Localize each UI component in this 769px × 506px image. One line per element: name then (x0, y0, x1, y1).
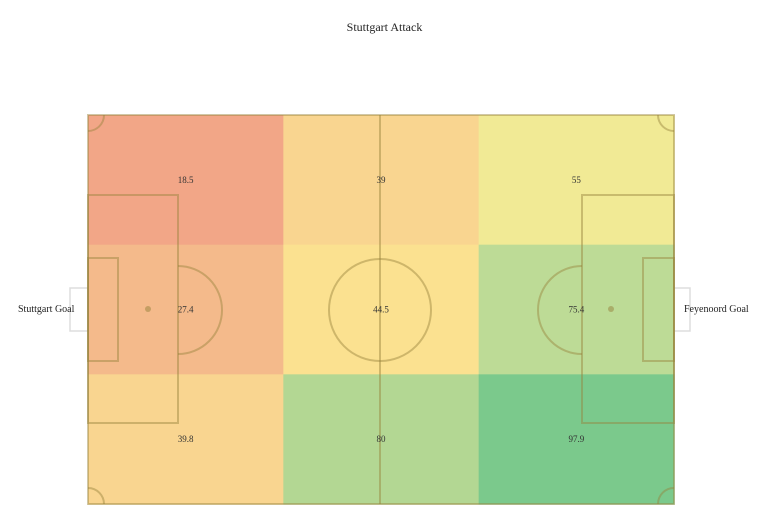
corner-arc-tl (87, 114, 105, 132)
right-penalty-arc (537, 265, 583, 355)
right-penalty-box (581, 194, 675, 424)
zone-value-r0-c0: 18.5 (178, 175, 194, 185)
left-penalty-arc (177, 265, 223, 355)
heatmap-zones (88, 115, 675, 505)
left-six-yard-box (87, 257, 119, 362)
zone-value-r1-c0: 27.4 (178, 305, 194, 315)
heatmap-zone-r1-c1 (283, 244, 480, 375)
corner-arc-tr (657, 114, 675, 132)
zone-value-r2-c0: 39.8 (178, 434, 194, 444)
zone-value-r2-c2: 97.9 (568, 434, 584, 444)
right-goal-label: Feyenoord Goal (684, 304, 749, 315)
right-penalty-spot (608, 306, 614, 312)
heatmap-zone-r0-c0 (88, 115, 284, 246)
zone-value-r0-c1: 39 (377, 175, 387, 185)
pitch-outline (87, 114, 675, 505)
zone-labels: 18.5 39 55 27.4 44.5 75.4 39.8 80 97.9 (178, 175, 585, 444)
heatmap-zone-r1-c0 (88, 244, 284, 375)
heatmap-zone-r0-c2 (478, 115, 675, 246)
centre-circle (328, 258, 432, 362)
heatmap-zone-r1-c2 (478, 244, 675, 375)
zone-value-r1-c1: 44.5 (373, 305, 389, 315)
heatmap-zone-r2-c0 (88, 374, 284, 505)
heatmap-zone-r2-c2 (478, 374, 675, 505)
right-six-yard-box (642, 257, 675, 362)
chart-title: Stuttgart Attack (346, 20, 423, 34)
pitch-markings (87, 114, 675, 505)
heatmap-zone-r2-c1 (283, 374, 480, 505)
corner-arc-br (657, 487, 675, 505)
zone-value-r2-c1: 80 (377, 434, 387, 444)
left-penalty-box (87, 194, 179, 424)
zone-value-r0-c2: 55 (572, 175, 582, 185)
left-goal-label: Stuttgart Goal (18, 304, 75, 315)
left-penalty-spot (145, 306, 151, 312)
zone-value-r1-c2: 75.4 (568, 305, 584, 315)
heatmap-zone-r0-c1 (283, 115, 480, 246)
corner-arc-bl (87, 487, 105, 505)
